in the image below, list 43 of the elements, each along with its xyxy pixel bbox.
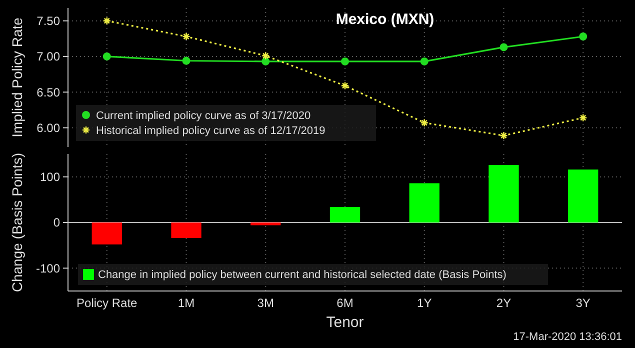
- legend-label: Change in implied policy between current and historical selected date (Basis Points): [98, 269, 506, 281]
- point: [182, 32, 190, 41]
- bar: [92, 222, 122, 244]
- bar: [568, 170, 598, 222]
- chart-title: Mexico (MXN): [336, 11, 434, 28]
- y-tick-label: 0: [53, 216, 60, 230]
- point: [262, 57, 270, 66]
- bar: [488, 164, 519, 222]
- point: [500, 131, 508, 140]
- y-axis-title: Implied Policy Rate: [9, 17, 25, 138]
- bar: [409, 183, 440, 222]
- x-tick-label: 1M: [178, 296, 195, 310]
- legend-label: Historical implied policy curve as of 12/17/2019: [96, 125, 326, 137]
- bar: [250, 222, 281, 226]
- bar: [171, 222, 202, 238]
- y-tick-label: 6.50: [36, 85, 60, 100]
- x-tick-label: 2Y: [496, 296, 512, 310]
- point: [182, 56, 190, 65]
- y-tick-label: 7.00: [36, 50, 60, 64]
- y-axis-title: Change (Basis Points): [9, 152, 25, 292]
- x-axis-title: Tenor: [326, 314, 364, 331]
- x-tick-label: 1Y: [417, 296, 432, 310]
- y-tick-label: -100: [36, 261, 60, 276]
- x-tick-label: 3M: [257, 296, 274, 310]
- point: [340, 82, 350, 90]
- point: [420, 57, 428, 66]
- point: [102, 16, 112, 25]
- x-tick-label: Policy Rate: [76, 296, 138, 310]
- x-tick-label: 3Y: [576, 296, 590, 310]
- y-tick-label: 7.50: [36, 14, 60, 28]
- point: [261, 52, 270, 60]
- point: [500, 43, 508, 52]
- point: [102, 52, 111, 60]
- point: [420, 118, 429, 127]
- text: 17-Mar-2020 13:36:01: [513, 331, 622, 343]
- point: [579, 32, 588, 41]
- y-tick-label: 100: [40, 170, 60, 184]
- y-tick-label: 6.00: [36, 120, 60, 135]
- point: [341, 57, 349, 66]
- bar: [330, 206, 360, 222]
- point: [578, 114, 588, 122]
- x-tick-label: 6M: [336, 296, 354, 310]
- legend-label: Current implied policy curve as of 3/17/2020: [96, 110, 311, 122]
